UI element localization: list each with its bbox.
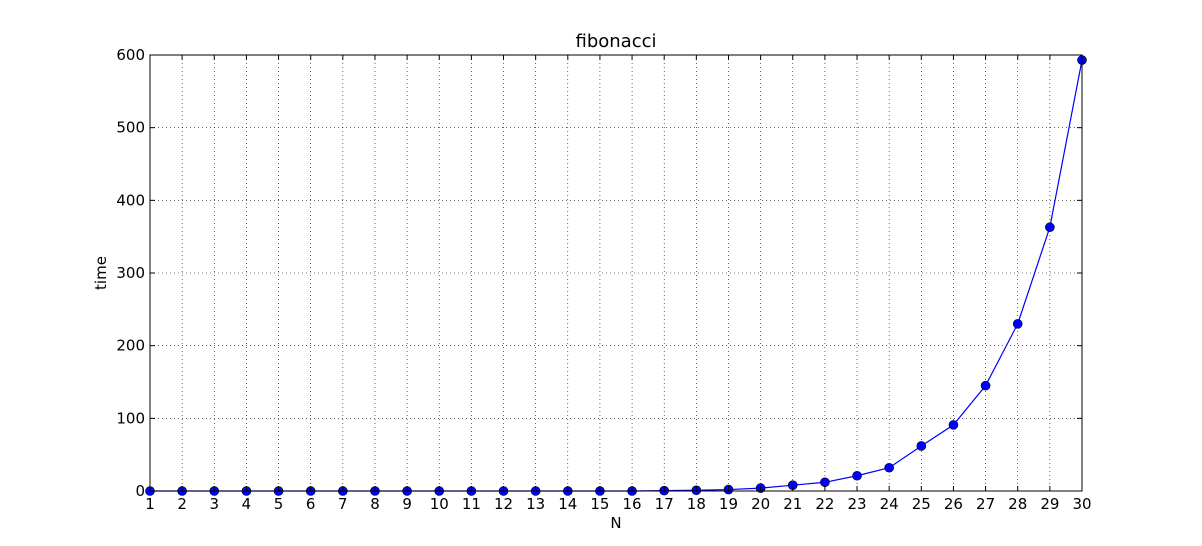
x-tick-label: 7 bbox=[338, 495, 348, 513]
data-point bbox=[1012, 319, 1023, 329]
y-tick-label: 100 bbox=[116, 409, 145, 427]
data-point bbox=[820, 477, 830, 488]
x-tick-label: 26 bbox=[944, 495, 963, 513]
y-tick-label: 500 bbox=[116, 119, 145, 137]
x-tick-label: 24 bbox=[880, 495, 899, 513]
x-tick-label: 12 bbox=[494, 495, 513, 513]
x-tick-label: 16 bbox=[623, 495, 642, 513]
x-tick-label: 4 bbox=[242, 495, 252, 513]
data-point bbox=[948, 420, 959, 430]
y-axis-label: time bbox=[92, 256, 110, 290]
x-tick-label: 20 bbox=[751, 495, 770, 513]
tick-layer: 1 2 3 4 5 6 7 8 9 10 11 12 13 14 15 16 17 18 19 20 21 22 23 24 2… bbox=[116, 46, 1091, 513]
x-tick-label: 18 bbox=[687, 495, 706, 513]
x-tick-label: 1 bbox=[145, 495, 155, 513]
x-tick-label: 17 bbox=[655, 495, 674, 513]
series-line bbox=[150, 59, 1083, 492]
x-axis-label: N bbox=[610, 514, 621, 532]
x-tick-label: 30 bbox=[1072, 495, 1091, 513]
data-point bbox=[884, 462, 894, 473]
x-tick-label: 9 bbox=[402, 495, 412, 513]
x-tick-label: 29 bbox=[1040, 495, 1059, 513]
series-layer bbox=[145, 55, 1087, 496]
x-tick-label: 23 bbox=[847, 495, 866, 513]
data-point bbox=[852, 470, 862, 481]
x-tick-label: 15 bbox=[590, 495, 609, 513]
x-tick-label: 28 bbox=[1008, 495, 1027, 513]
x-tick-label: 6 bbox=[306, 495, 316, 513]
x-tick-label: 27 bbox=[976, 495, 995, 513]
x-tick-label: 5 bbox=[274, 495, 284, 513]
y-tick-label: 300 bbox=[116, 264, 145, 282]
y-tick-label: 0 bbox=[135, 482, 145, 500]
x-tick-label: 21 bbox=[783, 495, 802, 513]
data-point bbox=[980, 380, 991, 391]
data-point bbox=[1045, 222, 1055, 233]
x-tick-label: 2 bbox=[177, 495, 187, 513]
y-tick-label: 200 bbox=[116, 337, 145, 355]
grid-lines bbox=[150, 55, 1082, 491]
y-tick-label: 600 bbox=[116, 46, 145, 64]
x-tick-label: 8 bbox=[370, 495, 380, 513]
data-point bbox=[916, 441, 927, 451]
x-tick-label: 14 bbox=[558, 495, 577, 513]
x-tick-label: 13 bbox=[526, 495, 545, 513]
y-tick-label: 400 bbox=[116, 191, 145, 209]
x-tick-label: 11 bbox=[462, 495, 481, 513]
x-tick-label: 10 bbox=[430, 495, 449, 513]
chart-title: fibonacci bbox=[575, 31, 656, 52]
x-tick-label: 19 bbox=[719, 495, 738, 513]
x-tick-label: 22 bbox=[815, 495, 834, 513]
x-tick-label: 3 bbox=[210, 495, 220, 513]
x-tick-label: 25 bbox=[912, 495, 931, 513]
